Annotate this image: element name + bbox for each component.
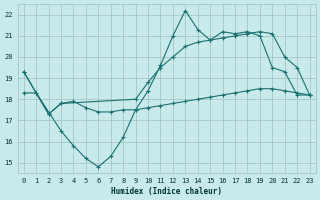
X-axis label: Humidex (Indice chaleur): Humidex (Indice chaleur) [111, 187, 222, 196]
